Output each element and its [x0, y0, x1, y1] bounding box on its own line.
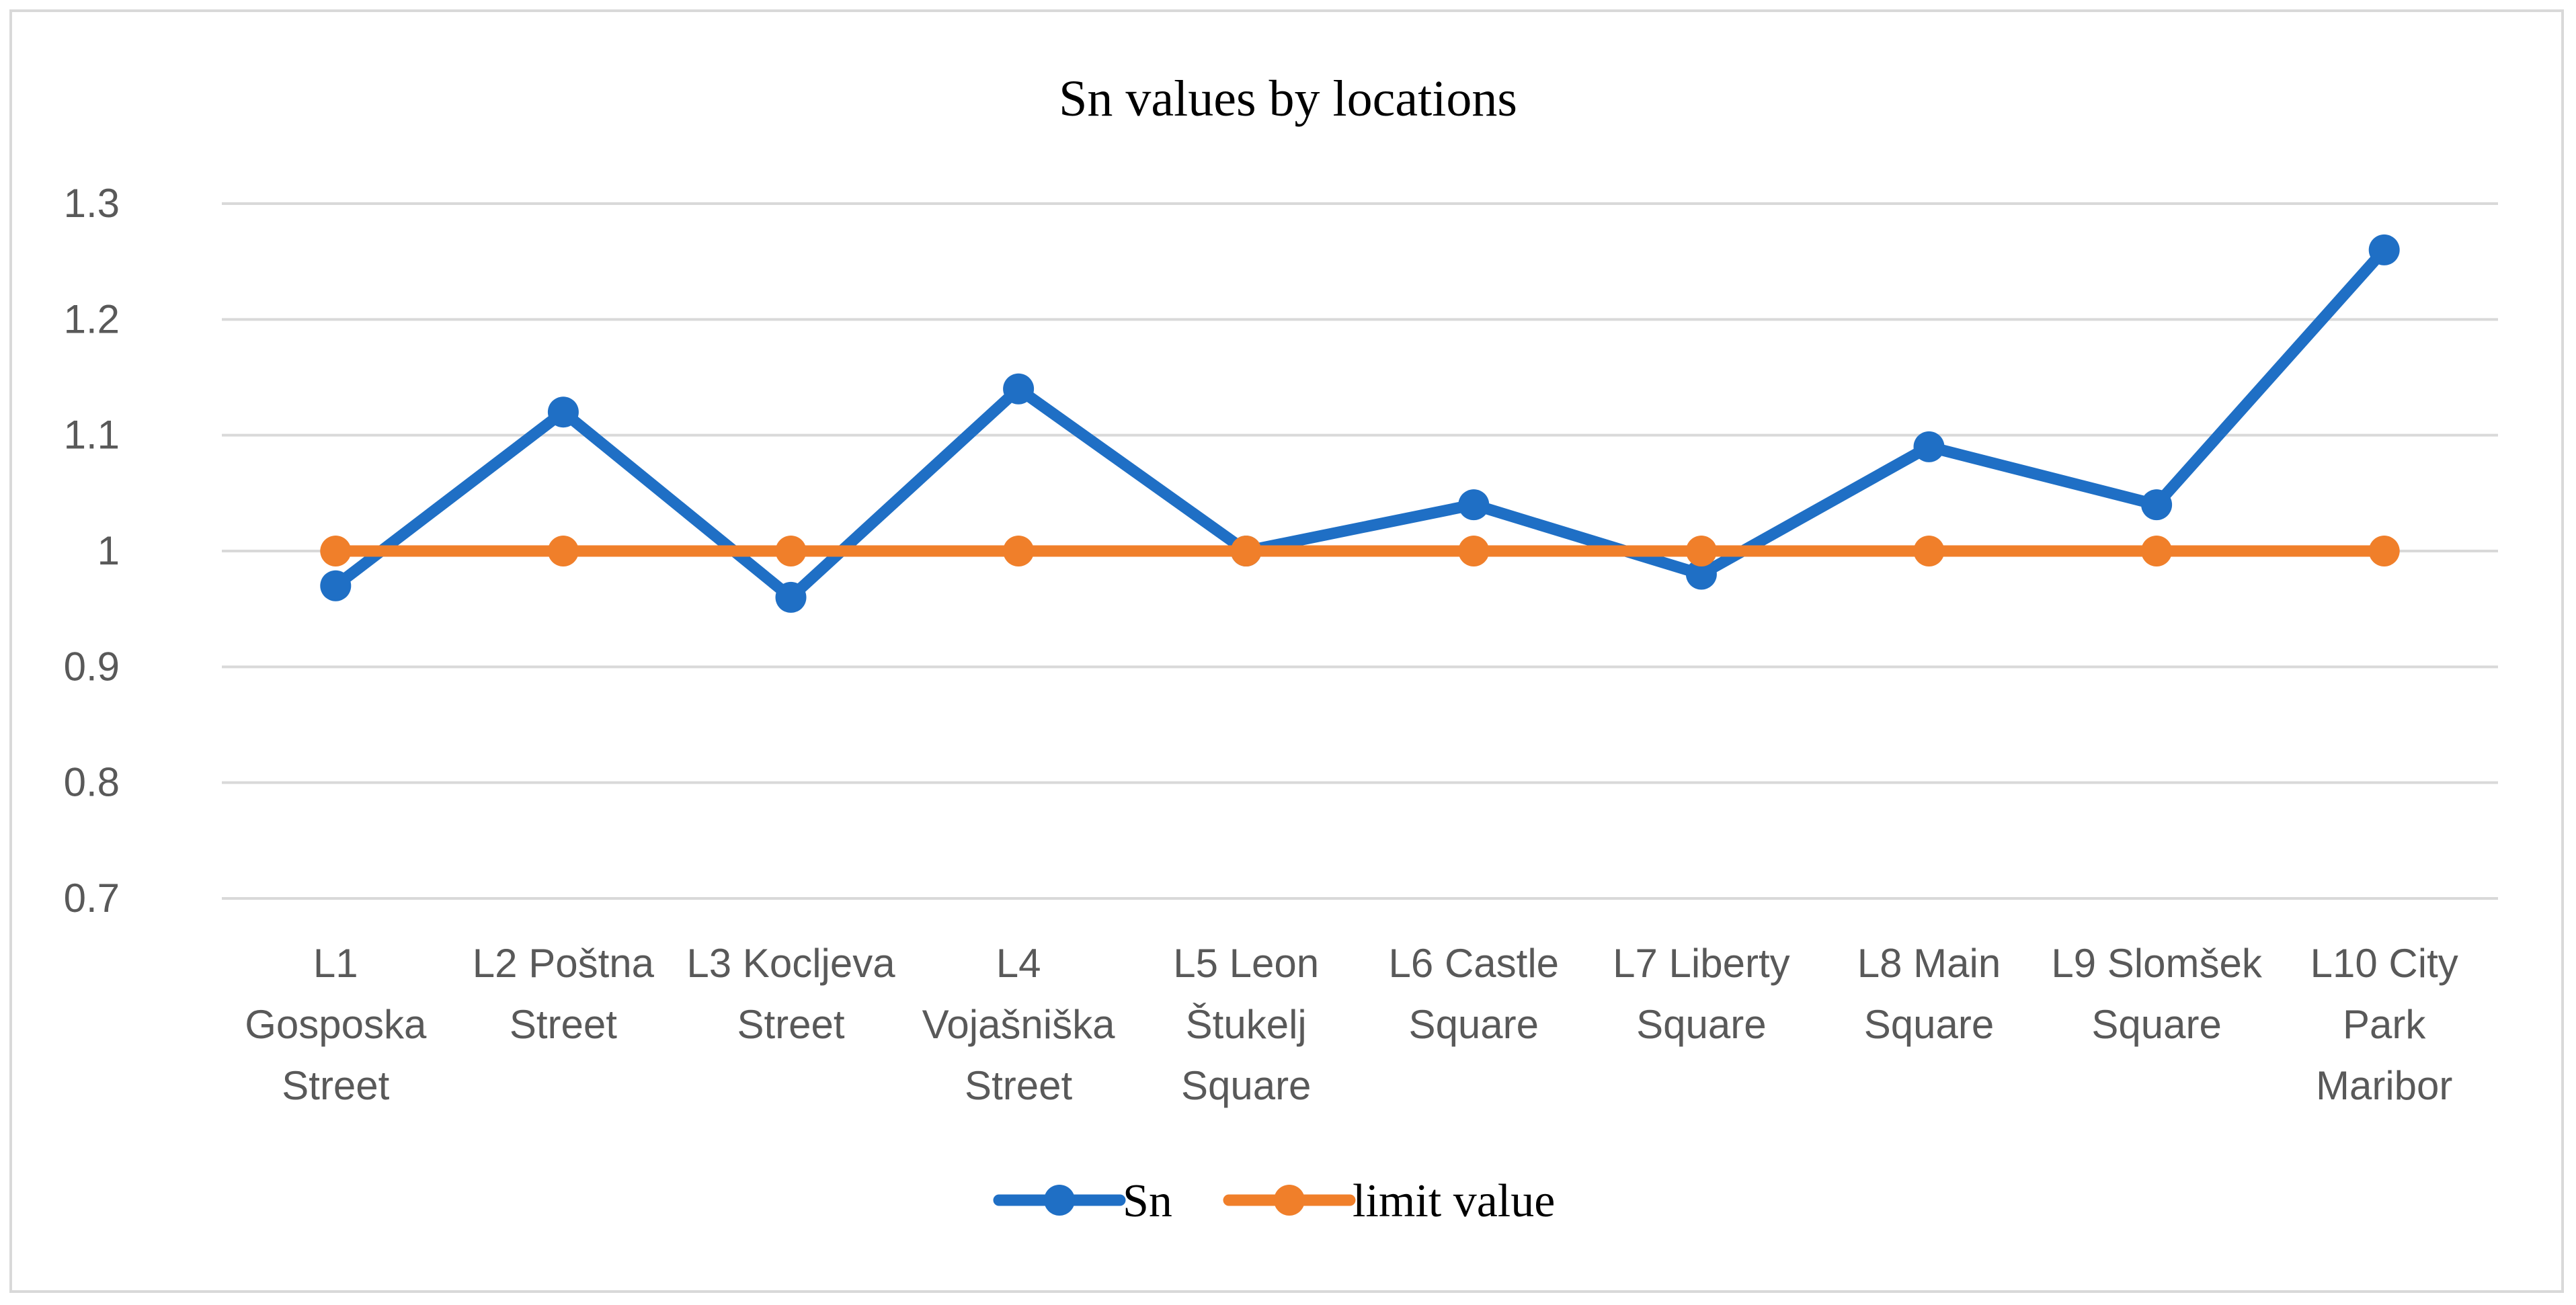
gridlines [222, 202, 2498, 900]
x-tick-label-line: L10 City [2310, 941, 2458, 986]
y-tick-label: 0.8 [64, 760, 120, 805]
data-point [2141, 489, 2173, 521]
x-tick-label: L10 City Park Maribor [2310, 941, 2458, 1108]
x-tick-label-line: L2 Poštna [473, 941, 655, 986]
x-tick-label: L5 Leon Štukelj Square [1173, 941, 1319, 1108]
data-point [1913, 536, 1945, 566]
data-point [2368, 536, 2400, 566]
x-tick-label-line: Gosposka [245, 1002, 427, 1047]
series-sn [320, 234, 2400, 613]
x-tick-label-line: Street [282, 1063, 389, 1108]
legend-label: Sn [1123, 1175, 1172, 1227]
series-group [320, 234, 2400, 613]
x-tick-label-line: Park [2343, 1002, 2426, 1047]
legend-swatch-marker [1044, 1185, 1075, 1216]
data-point [1913, 431, 1945, 462]
legend-swatch-marker [1274, 1185, 1305, 1216]
x-tick-label: L9 Slomšek Square [2051, 941, 2262, 1047]
y-tick-label: 1.2 [64, 296, 120, 341]
x-tick-label: L1 Gosposka Street [245, 941, 427, 1108]
x-tick-label-line: Street [510, 1002, 617, 1047]
x-tick-label-line: L1 [313, 941, 358, 986]
x-tick-label: L6 Castle Square [1389, 941, 1559, 1047]
data-point [547, 396, 579, 428]
y-tick-label: 1.1 [64, 413, 120, 458]
x-tick-label: L4 Vojašniška Street [922, 941, 1115, 1108]
x-tick-label-line: L3 Kocljeva [686, 941, 895, 986]
legend-item: Sn [993, 1175, 1172, 1227]
data-point [2368, 234, 2400, 265]
data-point [1685, 536, 1717, 566]
x-tick-label: L2 Poštna Street [473, 941, 655, 1047]
data-point [547, 536, 579, 566]
y-tick-label: 0.9 [64, 644, 120, 689]
x-tick-label-line: Street [737, 1002, 844, 1047]
data-point [1003, 536, 1035, 566]
x-tick-label-line: L8 Main [1857, 941, 2001, 986]
data-point [1003, 373, 1035, 405]
data-point [1230, 536, 1262, 566]
x-tick-label-line: L6 Castle [1389, 941, 1559, 986]
y-axis-ticks: 0.7 0.8 0.9 1 1.1 1.2 1.3 [64, 181, 120, 921]
x-tick-label-line: L4 [996, 941, 1041, 986]
x-tick-label: L8 Main Square [1857, 941, 2001, 1047]
x-tick-label-line: Square [1409, 1002, 1539, 1047]
x-tick-label-line: Square [1181, 1063, 1311, 1108]
chart-frame [9, 9, 2564, 1293]
data-point [320, 570, 352, 601]
x-tick-label-line: Street [965, 1063, 1072, 1108]
x-tick-label-line: Štukelj [1186, 1002, 1307, 1047]
x-tick-label-line: Square [1864, 1002, 1994, 1047]
x-tick-label-line: L7 Liberty [1613, 941, 1790, 986]
x-tick-label-line: Square [1636, 1002, 1766, 1047]
x-tick-label-line: Vojašniška [922, 1002, 1115, 1047]
x-tick-label-line: Maribor [2316, 1063, 2452, 1108]
x-tick-label: L3 Kocljeva Street [686, 941, 895, 1047]
legend: Sn limit value [993, 1175, 1555, 1227]
legend-label: limit value [1353, 1175, 1555, 1227]
y-tick-label: 1.3 [64, 181, 120, 226]
data-point [775, 581, 807, 613]
y-tick-label: 0.7 [64, 876, 120, 921]
data-point [1685, 558, 1717, 590]
legend-item: limit value [1223, 1175, 1555, 1227]
data-point [1458, 489, 1490, 521]
x-tick-label: L7 Liberty Square [1613, 941, 1790, 1047]
x-tick-label-line: Square [2091, 1002, 2221, 1047]
y-tick-label: 1 [97, 528, 120, 573]
data-point [1458, 536, 1490, 566]
x-tick-label-line: L5 Leon [1173, 941, 1319, 986]
series-limit-value [320, 536, 2400, 566]
data-point [775, 536, 807, 566]
data-point [2141, 536, 2173, 566]
series-line [329, 244, 2390, 603]
data-point [320, 536, 352, 566]
chart-title: Sn values by locations [1059, 71, 1517, 127]
x-tick-label-line: L9 Slomšek [2051, 941, 2262, 986]
